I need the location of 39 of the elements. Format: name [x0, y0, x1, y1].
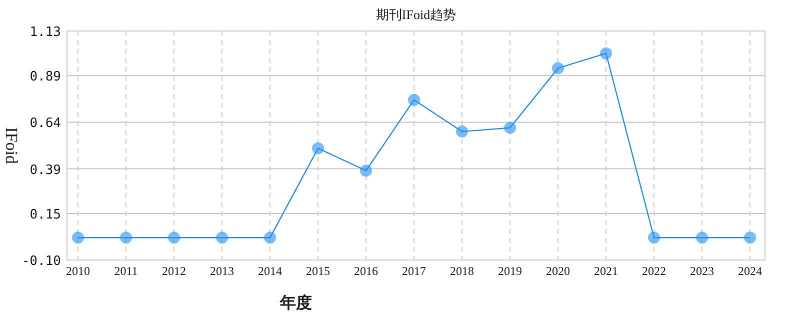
point [120, 232, 132, 244]
x-tick-label: 2016 [354, 264, 378, 278]
x-tick-label: 2021 [594, 264, 618, 278]
x-tick-label: 2018 [450, 264, 474, 278]
chart-title: 期刊IFoid趋势 [376, 7, 456, 22]
x-tick-label: 2019 [498, 264, 522, 278]
x-tick-label: 2024 [738, 264, 762, 278]
point [552, 62, 564, 74]
point [360, 164, 372, 177]
point [744, 232, 756, 244]
x-tick-label: 2010 [66, 264, 90, 278]
point [504, 122, 516, 134]
x-tick-label: 2017 [402, 264, 426, 278]
point [264, 232, 276, 244]
y-tick-label: 1.13 [30, 25, 61, 40]
x-tick-label: 2013 [210, 264, 234, 278]
point [408, 94, 420, 106]
x-tick-label: 2020 [546, 264, 570, 278]
x-tick-label: 2014 [258, 264, 282, 278]
y-tick-label: 0.64 [30, 116, 62, 132]
point [216, 232, 228, 244]
x-tick-label: 2022 [642, 264, 666, 278]
point [312, 142, 324, 154]
y-tick-label: 0.15 [30, 207, 61, 222]
point [456, 126, 468, 138]
x-tick-label: 2011 [114, 264, 138, 278]
x-axis-title: 年度 [279, 293, 312, 312]
y-tick-label: 0.89 [30, 70, 61, 85]
point [168, 232, 180, 244]
x-tick-label: 2015 [306, 264, 330, 278]
y-tick-label: 0.39 [30, 162, 61, 178]
y-tick-label: -0.10 [22, 254, 61, 269]
y-axis-title: IFoid [2, 127, 21, 164]
point [72, 232, 84, 244]
point [600, 47, 612, 60]
x-tick-label: 2012 [162, 264, 186, 278]
point [648, 232, 660, 244]
point [696, 232, 708, 244]
x-tick-label: 2023 [690, 264, 714, 278]
